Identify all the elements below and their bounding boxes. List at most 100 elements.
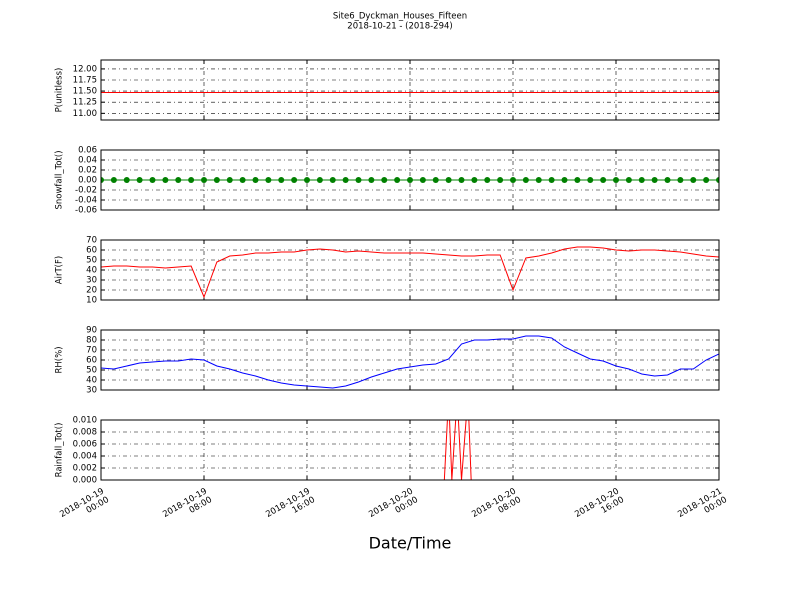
data-point: [213, 177, 220, 183]
y-axis-label: AirT(F): [55, 256, 65, 284]
data-point: [535, 177, 542, 183]
data-point: [716, 177, 719, 183]
axes-frame: [100, 59, 720, 121]
data-point: [265, 177, 272, 183]
data-point: [613, 177, 619, 183]
y-tick-label: 80: [86, 336, 97, 346]
y-tick-label: 0.00: [78, 176, 97, 186]
data-point: [664, 177, 671, 183]
plot-area: [101, 420, 719, 480]
data-point: [522, 177, 529, 183]
data-point: [162, 177, 169, 183]
y-tick-label: 0.010: [73, 416, 97, 426]
y-tick-label: -0.04: [75, 196, 97, 206]
y-tick-label: 70: [86, 346, 97, 356]
data-point: [342, 177, 349, 183]
y-tick-label: -0.02: [75, 186, 97, 196]
y-tick-label: 0.06: [78, 146, 97, 156]
data-point: [123, 177, 130, 183]
y-tick-label: 50: [86, 256, 97, 266]
y-tick-label: 11.50: [73, 87, 97, 97]
x-tick-label: 2018-10-1908:00: [161, 486, 214, 528]
y-tick-label: 50: [86, 366, 97, 376]
data-point: [703, 177, 710, 183]
data-point: [136, 177, 143, 183]
y-tick-label: 20: [86, 286, 97, 296]
data-line: [101, 246, 719, 299]
data-point: [471, 177, 478, 183]
plot-area: [101, 177, 719, 183]
y-axis-label: P(unitless): [55, 68, 65, 113]
data-point: [600, 177, 607, 183]
data-point: [497, 177, 504, 183]
data-point: [291, 177, 298, 183]
data-point: [445, 177, 452, 183]
data-point: [355, 177, 362, 183]
y-tick-label: 40: [86, 376, 97, 386]
data-point: [188, 177, 195, 183]
data-point: [651, 177, 658, 183]
data-point: [381, 177, 388, 183]
y-tick-label: -0.06: [75, 206, 97, 216]
data-point: [574, 177, 581, 183]
y-tick-label: 11.00: [73, 109, 97, 119]
x-tick-label: 2018-10-1916:00: [264, 486, 317, 528]
data-point: [149, 177, 156, 183]
axes-frame: [100, 419, 720, 481]
x-axis-label: Date/Time: [369, 534, 452, 553]
y-tick-label: 0.000: [73, 476, 97, 486]
data-point: [510, 177, 516, 183]
y-tick-label: 0.02: [78, 166, 97, 176]
data-point: [201, 177, 207, 183]
x-tick-label: 2018-10-2100:00: [676, 486, 729, 528]
y-tick-label: 0.002: [73, 464, 97, 474]
x-tick-label: 2018-10-1900:00: [58, 486, 111, 528]
data-point: [561, 177, 568, 183]
data-point: [368, 177, 375, 183]
data-point: [638, 177, 645, 183]
y-tick-label: 0.004: [73, 452, 97, 462]
data-point: [101, 177, 104, 183]
data-point: [329, 177, 336, 183]
data-line: [101, 420, 719, 480]
data-point: [407, 177, 413, 183]
y-tick-label: 0.04: [78, 156, 97, 166]
axes-frame: [100, 239, 720, 301]
data-point: [252, 177, 259, 183]
chart-title: Site6_Dyckman_Houses_Fifteen: [333, 12, 467, 22]
y-axis-label: Rainfall_Tot(): [55, 423, 65, 478]
data-point: [484, 177, 491, 183]
data-point: [432, 177, 439, 183]
y-tick-label: 11.75: [73, 76, 97, 86]
data-point: [304, 177, 310, 183]
y-tick-label: 40: [86, 266, 97, 276]
data-point: [175, 177, 182, 183]
data-point: [677, 177, 684, 183]
axes-frame: [100, 329, 720, 391]
y-axis-label: Snowfall_Tot(): [55, 150, 65, 209]
x-tick-label: 2018-10-2016:00: [573, 486, 626, 528]
plot-area: [101, 335, 719, 389]
x-tick-label: 2018-10-2000:00: [367, 486, 420, 528]
data-point: [316, 177, 323, 183]
y-tick-label: 12.00: [73, 64, 97, 74]
y-tick-label: 30: [86, 276, 97, 286]
y-tick-label: 90: [86, 326, 97, 336]
data-point: [110, 177, 117, 183]
plot-area: [101, 246, 719, 299]
y-tick-label: 0.006: [73, 440, 97, 450]
y-tick-label: 0.008: [73, 428, 97, 438]
y-tick-label: 60: [86, 356, 97, 366]
data-line: [101, 335, 719, 389]
data-point: [226, 177, 233, 183]
x-tick-label: 2018-10-2008:00: [470, 486, 523, 528]
y-tick-label: 30: [86, 386, 97, 396]
y-axis-label: RH(%): [55, 346, 65, 373]
data-point: [419, 177, 426, 183]
data-point: [239, 177, 246, 183]
y-tick-label: 70: [86, 236, 97, 246]
data-point: [625, 177, 632, 183]
data-point: [690, 177, 697, 183]
y-tick-label: 10: [86, 296, 97, 306]
